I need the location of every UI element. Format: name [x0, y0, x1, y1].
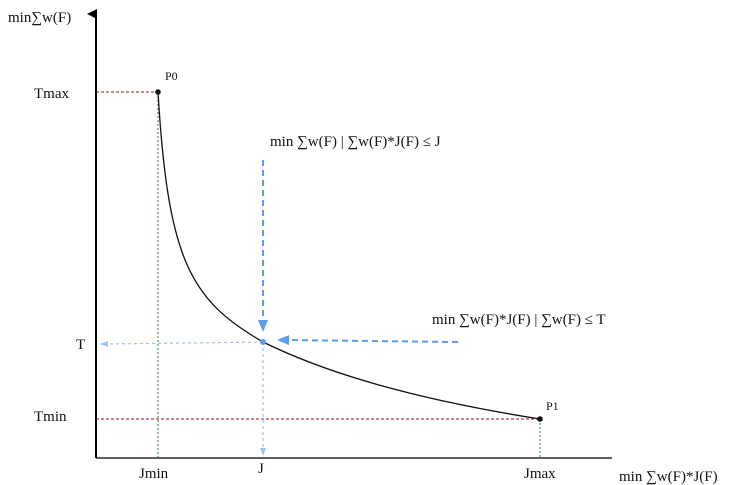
horizontal-constraint-arrow	[277, 335, 459, 346]
vertical-constraint-annotation: min ∑w(F) | ∑w(F)*J(F) ≤ J	[270, 134, 441, 150]
horizontal-constraint-annotation: min ∑w(F)*J(F) | ∑w(F) ≤ T	[432, 312, 606, 328]
x-axis-label: min ∑w(F)*J(F)	[619, 469, 718, 485]
tmin-label: Tmin	[34, 409, 67, 425]
tmax-label: Tmax	[34, 86, 69, 102]
y-axis-label: min∑w(F)	[8, 10, 71, 26]
p1-point	[537, 416, 543, 422]
p0-label: P0	[165, 69, 178, 83]
j-label: J	[258, 461, 264, 477]
t-guide-arrow	[100, 340, 264, 347]
p1-label: P1	[546, 399, 559, 413]
jmax-label: Jmax	[524, 466, 556, 482]
intersection-point	[260, 339, 266, 345]
t-label: T	[76, 337, 85, 353]
p0-point	[155, 89, 161, 95]
jmin-label: Jmin	[139, 466, 169, 482]
